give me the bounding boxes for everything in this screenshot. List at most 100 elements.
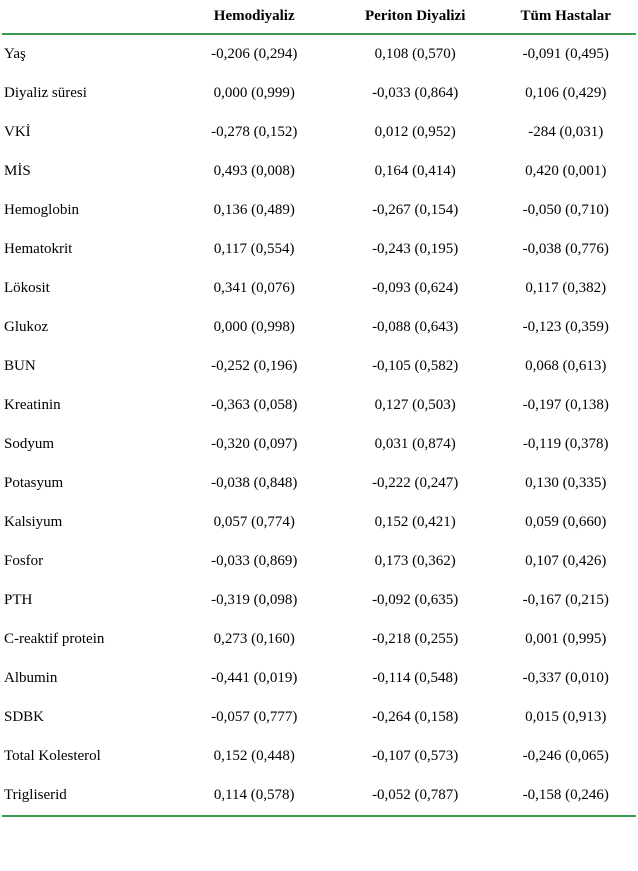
cell-hemodiyaliz: 0,341 (0,076)	[173, 280, 334, 297]
table-row: Lökosit0,341 (0,076)-0,093 (0,624)0,117 …	[2, 269, 636, 308]
table-row: Hemoglobin0,136 (0,489)-0,267 (0,154)-0,…	[2, 191, 636, 230]
cell-tum: -284 (0,031)	[495, 124, 636, 141]
table-row: VKİ-0,278 (0,152)0,012 (0,952)-284 (0,03…	[2, 113, 636, 152]
cell-tum: -0,337 (0,010)	[495, 670, 636, 687]
cell-hemodiyaliz: 0,000 (0,999)	[173, 85, 334, 102]
row-label: Hemoglobin	[2, 202, 173, 219]
correlation-table: Hemodiyaliz Periton Diyalizi Tüm Hastala…	[0, 0, 638, 845]
row-label: Yaş	[2, 46, 173, 63]
row-label: SDBK	[2, 709, 173, 726]
row-label: Sodyum	[2, 436, 173, 453]
cell-periton: -0,092 (0,635)	[335, 592, 495, 609]
row-label: VKİ	[2, 124, 173, 141]
cell-tum: 0,068 (0,613)	[495, 358, 636, 375]
cell-tum: 0,117 (0,382)	[495, 280, 636, 297]
row-label: Lökosit	[2, 280, 173, 297]
table-row: Trigliserid0,114 (0,578)-0,052 (0,787)-0…	[2, 776, 636, 815]
cell-hemodiyaliz: 0,000 (0,998)	[173, 319, 334, 336]
table-row: Potasyum-0,038 (0,848)-0,222 (0,247)0,13…	[2, 464, 636, 503]
table-row: BUN-0,252 (0,196)-0,105 (0,582)0,068 (0,…	[2, 347, 636, 386]
table-body: Yaş-0,206 (0,294)0,108 (0,570)-0,091 (0,…	[2, 35, 636, 815]
cell-hemodiyaliz: -0,252 (0,196)	[173, 358, 334, 375]
cell-periton: -0,052 (0,787)	[335, 787, 495, 804]
row-label: Potasyum	[2, 475, 173, 492]
cell-tum: -0,050 (0,710)	[495, 202, 636, 219]
table-row: Yaş-0,206 (0,294)0,108 (0,570)-0,091 (0,…	[2, 35, 636, 74]
cell-periton: -0,088 (0,643)	[335, 319, 495, 336]
cell-periton: -0,114 (0,548)	[335, 670, 495, 687]
cell-periton: -0,033 (0,864)	[335, 85, 495, 102]
cell-tum: -0,167 (0,215)	[495, 592, 636, 609]
table-row: Kreatinin-0,363 (0,058)0,127 (0,503)-0,1…	[2, 386, 636, 425]
cell-tum: 0,420 (0,001)	[495, 163, 636, 180]
cell-periton: -0,222 (0,247)	[335, 475, 495, 492]
cell-tum: -0,038 (0,776)	[495, 241, 636, 258]
table-row: MİS0,493 (0,008)0,164 (0,414)0,420 (0,00…	[2, 152, 636, 191]
row-label: C-reaktif protein	[2, 631, 173, 648]
table-row: Fosfor-0,033 (0,869)0,173 (0,362)0,107 (…	[2, 542, 636, 581]
table-row: Glukoz0,000 (0,998)-0,088 (0,643)-0,123 …	[2, 308, 636, 347]
cell-tum: -0,197 (0,138)	[495, 397, 636, 414]
cell-periton: -0,264 (0,158)	[335, 709, 495, 726]
cell-periton: 0,152 (0,421)	[335, 514, 495, 531]
row-label: Glukoz	[2, 319, 173, 336]
header-col-hemodiyaliz: Hemodiyaliz	[173, 8, 334, 25]
cell-hemodiyaliz: -0,319 (0,098)	[173, 592, 334, 609]
row-label: Albumin	[2, 670, 173, 687]
cell-tum: 0,059 (0,660)	[495, 514, 636, 531]
cell-tum: 0,001 (0,995)	[495, 631, 636, 648]
header-col-periton: Periton Diyalizi	[335, 8, 495, 25]
cell-periton: 0,031 (0,874)	[335, 436, 495, 453]
row-label: PTH	[2, 592, 173, 609]
row-label: Hematokrit	[2, 241, 173, 258]
cell-hemodiyaliz: 0,152 (0,448)	[173, 748, 334, 765]
row-label: Total Kolesterol	[2, 748, 173, 765]
cell-hemodiyaliz: -0,363 (0,058)	[173, 397, 334, 414]
cell-hemodiyaliz: 0,136 (0,489)	[173, 202, 334, 219]
table-row: Total Kolesterol0,152 (0,448)-0,107 (0,5…	[2, 737, 636, 776]
cell-periton: 0,127 (0,503)	[335, 397, 495, 414]
cell-periton: 0,164 (0,414)	[335, 163, 495, 180]
table-header-row: Hemodiyaliz Periton Diyalizi Tüm Hastala…	[2, 0, 636, 35]
cell-tum: 0,107 (0,426)	[495, 553, 636, 570]
cell-tum: -0,091 (0,495)	[495, 46, 636, 63]
cell-hemodiyaliz: -0,320 (0,097)	[173, 436, 334, 453]
table-row: C-reaktif protein0,273 (0,160)-0,218 (0,…	[2, 620, 636, 659]
cell-tum: -0,158 (0,246)	[495, 787, 636, 804]
cell-periton: -0,105 (0,582)	[335, 358, 495, 375]
row-label: Diyaliz süresi	[2, 85, 173, 102]
table-row: PTH-0,319 (0,098)-0,092 (0,635)-0,167 (0…	[2, 581, 636, 620]
header-col-tum: Tüm Hastalar	[495, 8, 636, 25]
cell-hemodiyaliz: 0,057 (0,774)	[173, 514, 334, 531]
table-row: Hematokrit0,117 (0,554)-0,243 (0,195)-0,…	[2, 230, 636, 269]
cell-hemodiyaliz: 0,114 (0,578)	[173, 787, 334, 804]
cell-tum: -0,123 (0,359)	[495, 319, 636, 336]
cell-hemodiyaliz: 0,117 (0,554)	[173, 241, 334, 258]
cell-periton: -0,107 (0,573)	[335, 748, 495, 765]
table-row: SDBK-0,057 (0,777)-0,264 (0,158)0,015 (0…	[2, 698, 636, 737]
row-label: MİS	[2, 163, 173, 180]
row-label: BUN	[2, 358, 173, 375]
cell-hemodiyaliz: -0,441 (0,019)	[173, 670, 334, 687]
table-row: Kalsiyum0,057 (0,774)0,152 (0,421)0,059 …	[2, 503, 636, 542]
cell-hemodiyaliz: -0,206 (0,294)	[173, 46, 334, 63]
table-row: Diyaliz süresi0,000 (0,999)-0,033 (0,864…	[2, 74, 636, 113]
cell-tum: 0,106 (0,429)	[495, 85, 636, 102]
cell-hemodiyaliz: 0,273 (0,160)	[173, 631, 334, 648]
cell-hemodiyaliz: -0,278 (0,152)	[173, 124, 334, 141]
cell-hemodiyaliz: 0,493 (0,008)	[173, 163, 334, 180]
cell-hemodiyaliz: -0,033 (0,869)	[173, 553, 334, 570]
table-row: Albumin-0,441 (0,019)-0,114 (0,548)-0,33…	[2, 659, 636, 698]
cell-tum: 0,130 (0,335)	[495, 475, 636, 492]
row-label: Kreatinin	[2, 397, 173, 414]
cell-tum: 0,015 (0,913)	[495, 709, 636, 726]
cell-periton: -0,218 (0,255)	[335, 631, 495, 648]
cell-hemodiyaliz: -0,057 (0,777)	[173, 709, 334, 726]
table-row: Sodyum-0,320 (0,097)0,031 (0,874)-0,119 …	[2, 425, 636, 464]
row-label: Fosfor	[2, 553, 173, 570]
row-label: Trigliserid	[2, 787, 173, 804]
cell-hemodiyaliz: -0,038 (0,848)	[173, 475, 334, 492]
table-bottom-border	[2, 815, 636, 845]
cell-periton: 0,012 (0,952)	[335, 124, 495, 141]
cell-periton: -0,093 (0,624)	[335, 280, 495, 297]
